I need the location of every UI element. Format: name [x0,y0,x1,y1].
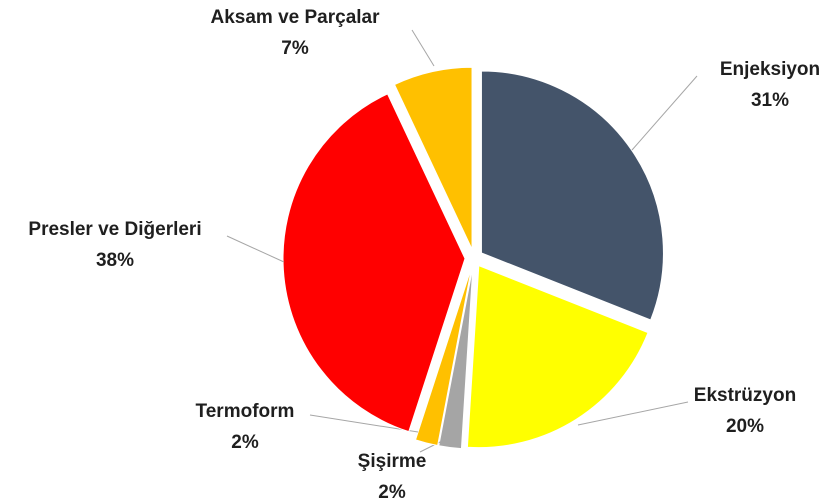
slice-value-label: 2% [378,482,406,503]
slice-label: Ekstrüzyon [694,385,796,406]
pie-slice [466,264,649,449]
pie-slice [480,70,664,321]
slice-label: Presler ve Diğerleri [28,219,201,240]
slice-label: Termoform [196,401,295,422]
pie-slice [393,66,473,250]
leader-line [309,414,419,433]
slice-value-label: 2% [231,432,259,453]
leader-line [226,235,285,263]
slice-label: Aksam ve Parçalar [210,7,380,28]
leader-line [577,401,689,426]
slice-value-label: 31% [751,90,789,111]
slice-label: Şişirme [358,451,427,472]
leader-line [631,75,698,151]
slice-label: Enjeksiyon [720,59,820,80]
slice-value-label: 7% [281,38,309,59]
slice-value-label: 20% [726,416,764,437]
pie-slice [414,266,473,447]
pie-slice [282,93,466,433]
slice-value-label: 38% [96,250,134,271]
leader-line [411,29,435,67]
pie-slice [438,266,474,450]
